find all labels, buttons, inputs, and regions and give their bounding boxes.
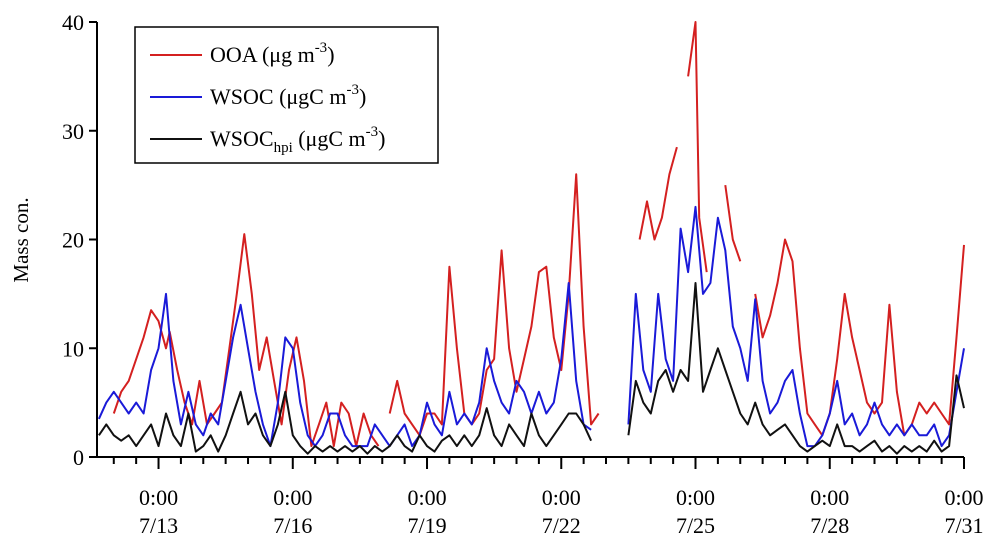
y-axis-label: Mass con.	[9, 197, 33, 282]
series-layer	[97, 21, 965, 455]
legend-unit-close: )	[327, 42, 334, 67]
legend-label-0: OOA (μg m-3)	[210, 40, 335, 67]
legend-unit-superscript: -3	[366, 124, 379, 140]
y-tick-label: 20	[62, 228, 84, 253]
x-tick-date-label: 7/22	[542, 513, 581, 538]
legend-series-unit: (μgC m	[279, 84, 346, 109]
x-tick-time-label: 0:00	[407, 485, 446, 510]
x-tick-time-label: 0:00	[810, 485, 849, 510]
x-tick-time-label: 0:00	[139, 485, 178, 510]
series-line-2	[98, 282, 965, 455]
legend-label-1: WSOC (μgC m-3)	[210, 82, 366, 109]
series-line-1	[97, 205, 965, 448]
x-tick-time-label: 0:00	[273, 485, 312, 510]
x-tick-time-label: 0:00	[676, 485, 715, 510]
x-tick-date-label: 7/13	[139, 513, 178, 538]
legend-series-unit: (μgC m	[298, 126, 365, 151]
x-tick-date-label: 7/31	[944, 513, 983, 538]
x-tick-time-label: 0:00	[542, 485, 581, 510]
legend-unit-close: )	[378, 126, 385, 151]
x-tick-date-label: 7/16	[273, 513, 312, 538]
legend-series-name: WSOC	[210, 84, 274, 109]
legend-series-unit: (μg m	[262, 42, 315, 67]
legend-unit-close: )	[359, 84, 366, 109]
legend-series-name: OOA	[210, 42, 258, 67]
x-tick-time-label: 0:00	[944, 485, 983, 510]
legend-series-subscript: hpi	[274, 140, 293, 156]
x-tick-date-label: 7/25	[676, 513, 715, 538]
y-tick-label: 40	[62, 10, 84, 35]
legend-box	[134, 26, 439, 164]
legend-series-name: WSOC	[210, 126, 274, 151]
y-tick-label: 0	[73, 445, 84, 470]
legend: OOA (μg m-3)WSOC (μgC m-3)WSOChpi (μgC m…	[134, 26, 439, 164]
legend-unit-superscript: -3	[315, 40, 328, 56]
legend-label-2: WSOChpi (μgC m-3)	[210, 124, 385, 156]
y-tick-label: 30	[62, 119, 84, 144]
x-tick-date-label: 7/28	[810, 513, 849, 538]
series-line-0	[112, 21, 965, 448]
y-tick-label: 10	[62, 336, 84, 361]
legend-items: OOA (μg m-3)WSOC (μgC m-3)WSOChpi (μgC m…	[150, 40, 385, 156]
legend-unit-superscript: -3	[346, 82, 359, 98]
x-tick-date-label: 7/19	[407, 513, 446, 538]
ticks-layer: 0 10 20 30 40 0:00 7/13 0:00 7/16 0:00 7/19 0:00 7/2…	[62, 10, 984, 538]
